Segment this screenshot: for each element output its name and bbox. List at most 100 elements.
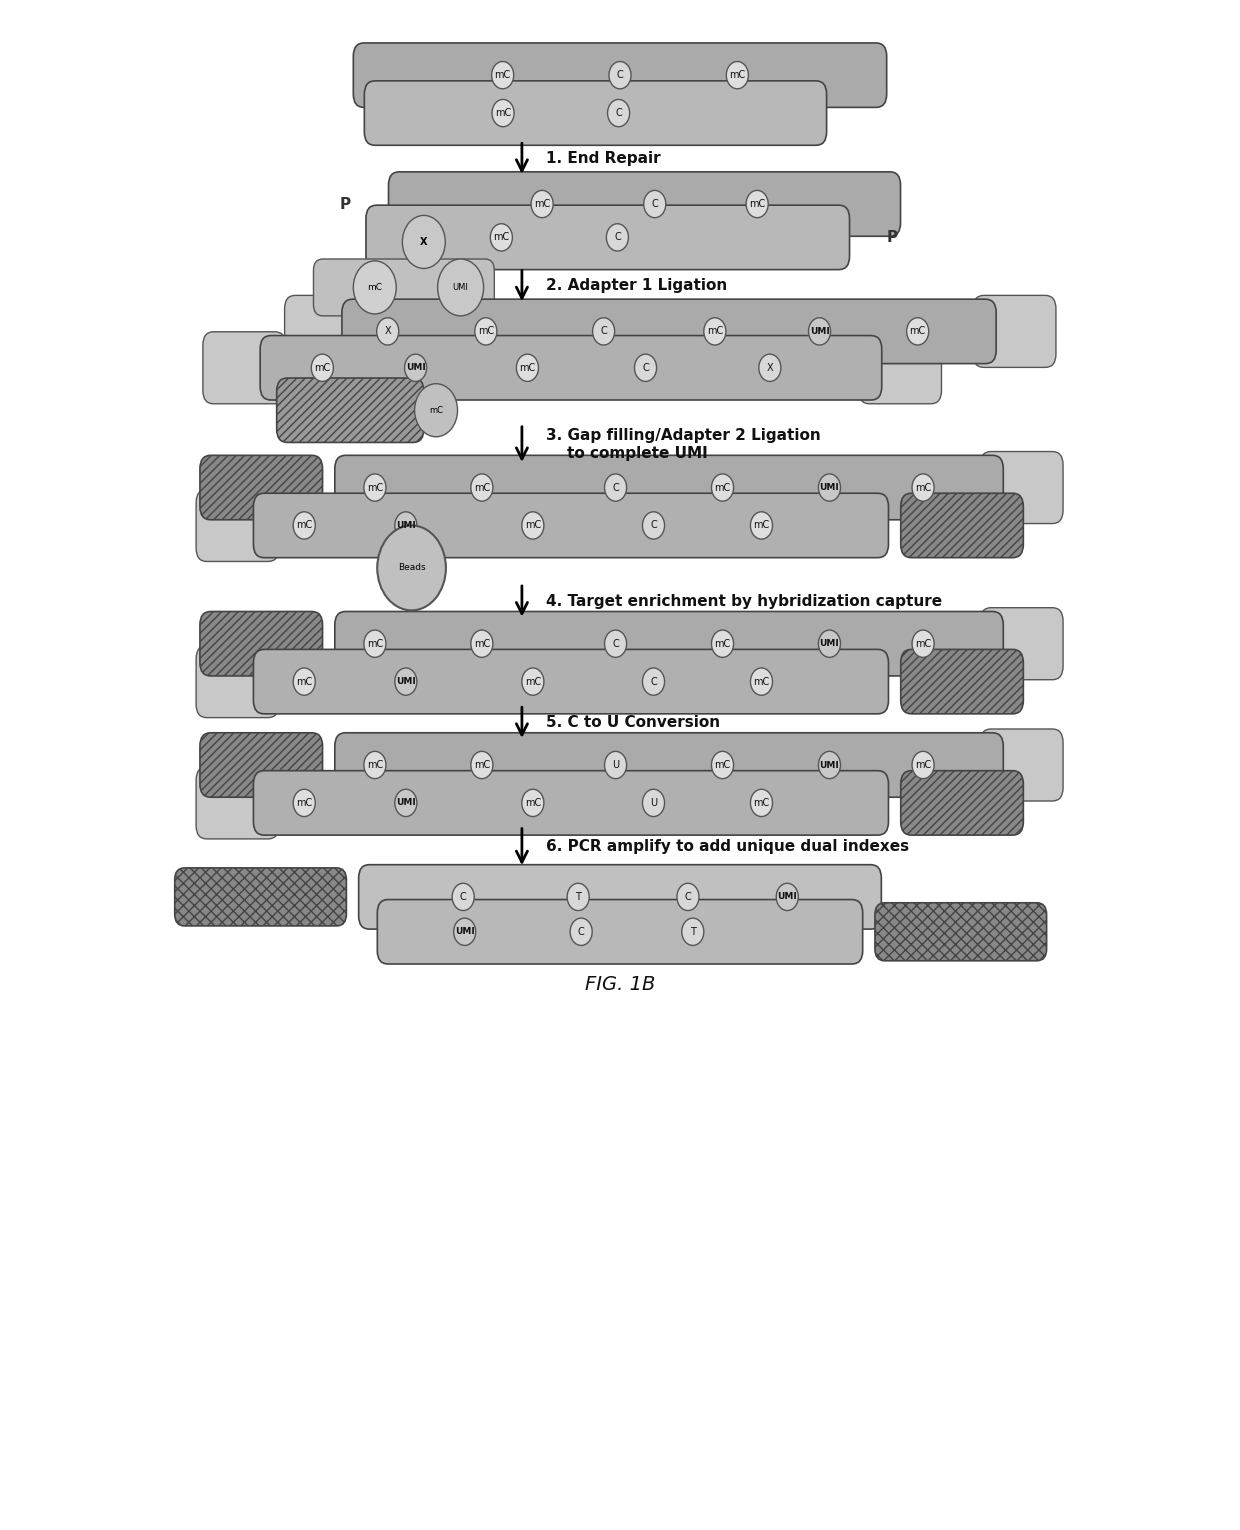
FancyBboxPatch shape [200,456,322,520]
Text: 6. PCR amplify to add unique dual indexes: 6. PCR amplify to add unique dual indexe… [547,840,910,854]
Text: UMI: UMI [820,483,839,493]
Circle shape [605,630,626,658]
Circle shape [293,789,315,817]
Text: X: X [384,326,391,337]
Circle shape [402,216,445,268]
Text: X: X [420,237,428,246]
Text: mC: mC [474,760,490,770]
Text: mC: mC [495,109,511,118]
FancyBboxPatch shape [342,300,996,364]
Circle shape [712,751,734,779]
Circle shape [293,669,315,695]
FancyBboxPatch shape [365,81,827,145]
Circle shape [677,883,699,910]
Text: mC: mC [495,70,511,80]
FancyBboxPatch shape [900,649,1023,715]
Circle shape [490,223,512,251]
Text: 3. Gap filling/Adapter 2 Ligation
    to complete UMI: 3. Gap filling/Adapter 2 Ligation to com… [547,428,821,461]
Circle shape [522,513,544,539]
Circle shape [377,525,446,610]
Text: mC: mC [754,799,770,808]
Circle shape [818,474,841,502]
Circle shape [453,883,474,910]
Text: C: C [684,892,692,901]
Text: 4. Target enrichment by hybridization capture: 4. Target enrichment by hybridization ca… [547,594,942,609]
Circle shape [438,259,484,315]
Text: mC: mC [714,638,730,649]
Circle shape [471,474,494,502]
Circle shape [808,318,831,346]
Circle shape [516,353,538,381]
FancyBboxPatch shape [314,259,495,315]
Text: mC: mC [367,482,383,493]
Text: mC: mC [296,799,312,808]
FancyBboxPatch shape [200,733,322,797]
Text: mC: mC [915,638,931,649]
Circle shape [491,61,513,89]
Circle shape [471,751,494,779]
FancyBboxPatch shape [200,612,322,676]
Circle shape [818,751,841,779]
Circle shape [363,630,386,658]
Circle shape [913,751,934,779]
Circle shape [750,513,773,539]
Circle shape [570,918,593,946]
FancyBboxPatch shape [203,332,285,404]
FancyBboxPatch shape [875,903,1047,961]
Circle shape [818,630,841,658]
FancyBboxPatch shape [260,335,882,399]
Circle shape [642,789,665,817]
Circle shape [642,669,665,695]
Text: mC: mC [429,405,443,415]
Text: mC: mC [367,638,383,649]
FancyBboxPatch shape [277,378,424,442]
Circle shape [353,262,397,314]
Text: C: C [460,892,466,901]
Text: C: C [613,482,619,493]
Circle shape [605,751,626,779]
Text: mC: mC [474,638,490,649]
Text: UMI: UMI [810,327,830,337]
Circle shape [567,883,589,910]
Circle shape [404,353,427,381]
Text: P: P [340,196,351,211]
Text: UMI: UMI [820,760,839,770]
Circle shape [475,318,497,346]
Text: mC: mC [314,363,331,373]
FancyBboxPatch shape [358,864,882,929]
Text: mC: mC [707,326,723,337]
FancyBboxPatch shape [981,728,1063,802]
Circle shape [394,789,417,817]
Text: mC: mC [367,283,382,292]
Circle shape [704,318,725,346]
FancyBboxPatch shape [335,456,1003,520]
Text: mC: mC [749,199,765,210]
Circle shape [454,918,476,946]
Circle shape [394,669,417,695]
Text: FIG. 1B: FIG. 1B [585,975,655,994]
Circle shape [363,474,386,502]
Circle shape [311,353,334,381]
Text: mC: mC [909,326,926,337]
Circle shape [606,223,629,251]
Circle shape [642,513,665,539]
Text: mC: mC [477,326,494,337]
Text: C: C [616,70,624,80]
Circle shape [522,789,544,817]
Circle shape [363,751,386,779]
Text: mC: mC [714,760,730,770]
Text: mC: mC [367,760,383,770]
FancyBboxPatch shape [366,205,849,269]
Text: U: U [650,799,657,808]
Text: mC: mC [520,363,536,373]
Text: 5. C to U Conversion: 5. C to U Conversion [547,715,720,730]
Circle shape [746,190,769,217]
FancyBboxPatch shape [353,43,887,107]
Circle shape [609,61,631,89]
Text: 1. End Repair: 1. End Repair [547,151,661,167]
Text: mC: mC [525,520,541,531]
Circle shape [913,474,934,502]
FancyBboxPatch shape [377,900,863,964]
Text: mC: mC [534,199,551,210]
Text: C: C [642,363,649,373]
